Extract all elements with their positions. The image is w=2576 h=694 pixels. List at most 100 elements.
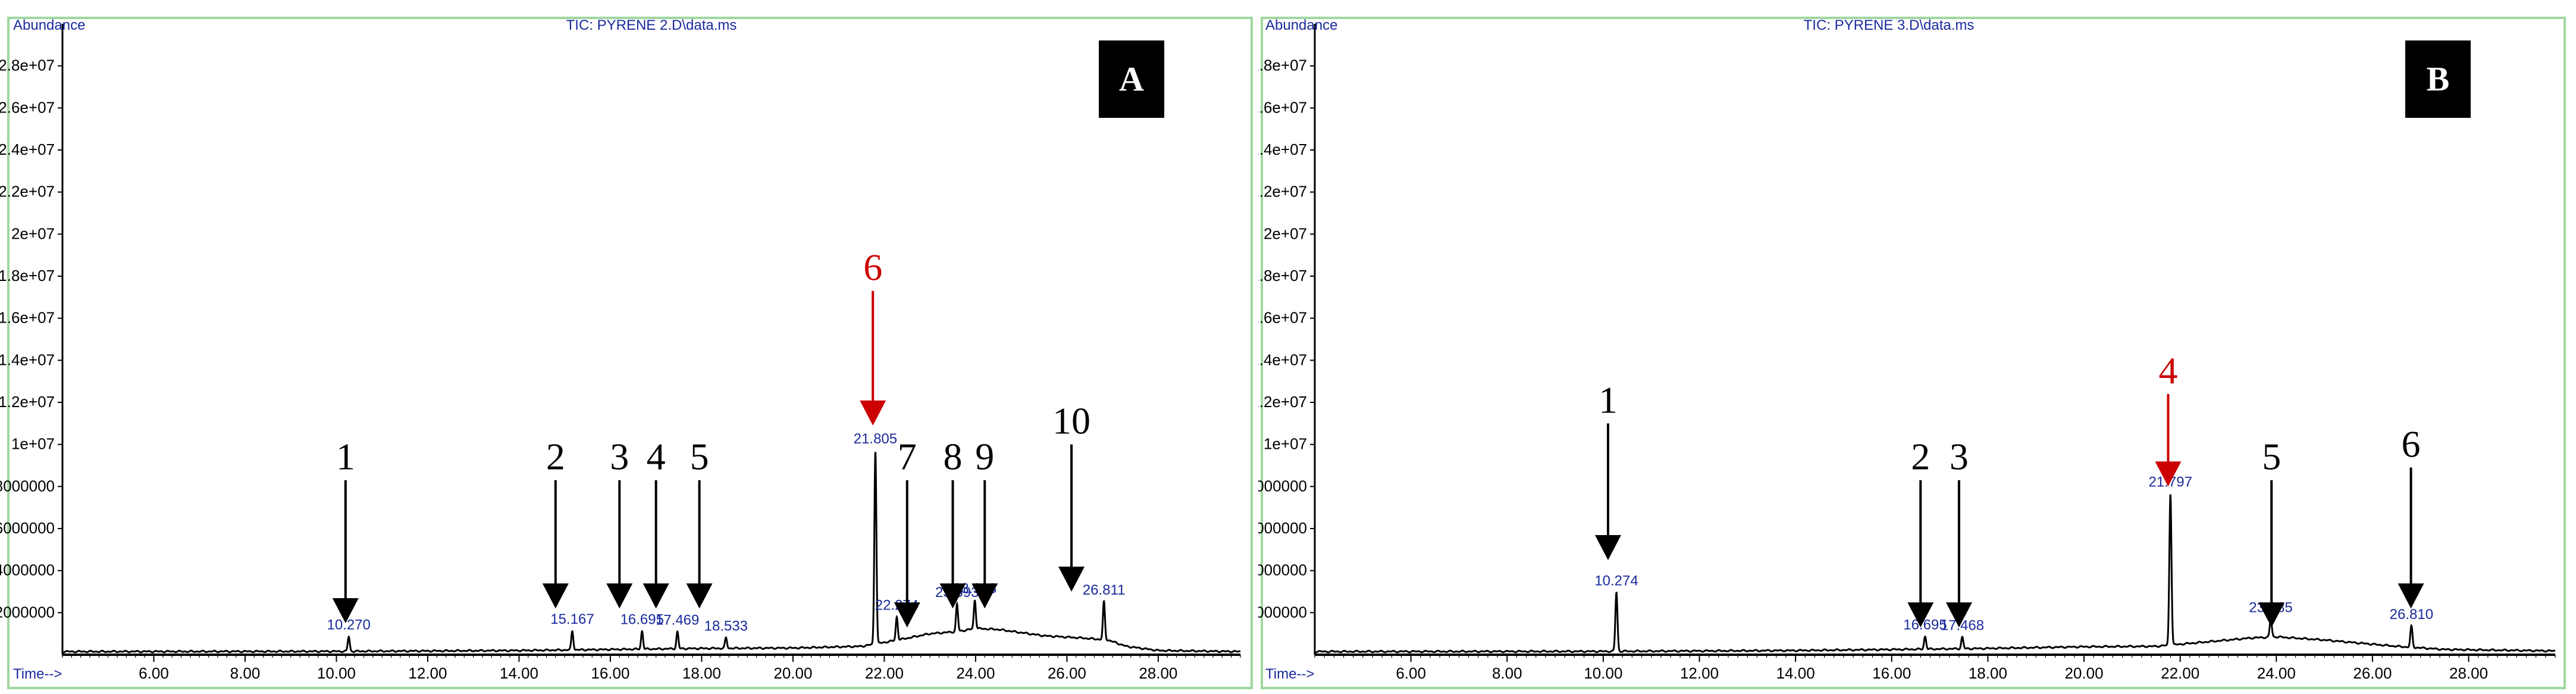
y-tick-label: 1.2e+07 — [0, 393, 55, 411]
peak-number-label: 6 — [863, 246, 882, 289]
y-tick-label: 1.8e+07 — [1258, 267, 1307, 285]
y-tick-label: 4000000 — [1258, 561, 1307, 579]
arrow-head — [2155, 461, 2182, 487]
y-axis-label: Abundance — [1265, 17, 1337, 33]
x-tick-label: 20.00 — [773, 664, 812, 682]
peak-number-label: 10 — [1052, 400, 1090, 442]
x-tick-label: 8.00 — [1492, 664, 1522, 682]
x-tick-label: 26.00 — [2353, 664, 2392, 682]
peak-rt-label: 26.811 — [1083, 582, 1126, 598]
y-tick-label: 8000000 — [0, 477, 55, 495]
chromatogram-b-svg: Abundance TIC: PYRENE 3.D\data.ms Time--… — [1258, 17, 2566, 689]
arrow-head — [894, 602, 920, 628]
arrow-head — [972, 583, 998, 609]
x-tick-label: 6.00 — [1396, 664, 1426, 682]
y-tick-label: 1.4e+07 — [1258, 351, 1307, 368]
chromatogram-panel-a: Abundance TIC: PYRENE 2.D\data.ms Time--… — [0, 0, 1258, 694]
peak-number-label: 4 — [2158, 349, 2177, 392]
panel-label: A — [1119, 60, 1144, 98]
peak-number-label: 5 — [690, 436, 709, 478]
peak-rt-label: 26.810 — [2390, 607, 2433, 623]
arrow-head — [860, 400, 886, 426]
peak-rt-label: 16.695 — [621, 612, 664, 628]
arrow-head — [939, 583, 966, 609]
peak-number-label: 3 — [610, 436, 629, 478]
y-tick-label: 2e+07 — [1264, 224, 1307, 242]
minor-tick-group — [1314, 655, 2556, 658]
arrow-head — [1058, 567, 1085, 592]
x-tick-label: 24.00 — [2257, 664, 2296, 682]
annotation-group: 1 2 3 4 5 6 7 8 9 10 — [332, 246, 1090, 628]
x-tick-label: 14.00 — [500, 664, 538, 682]
y-tick-label: 1.8e+07 — [0, 267, 55, 285]
peak-number-label: 8 — [944, 436, 963, 478]
chart-title: TIC: PYRENE 3.D\data.ms — [1804, 17, 1975, 33]
x-tick-group: 6.00 8.00 10.00 12.00 14.00 16.00 18.00 20.00 22… — [139, 655, 1177, 682]
peak-rt-label: 18.533 — [704, 618, 748, 634]
panel-label-box — [1099, 40, 1164, 118]
peak-number-label: 4 — [647, 436, 666, 478]
y-tick-label: 2.2e+07 — [1258, 183, 1307, 201]
x-axis-label: Time--> — [13, 666, 62, 682]
y-tick-label: 1.6e+07 — [1258, 309, 1307, 327]
y-tick-label: 2e+07 — [11, 224, 55, 242]
peak-rt-label: 16.695 — [1903, 617, 1947, 633]
peak-number-label: 9 — [975, 436, 994, 478]
peak-number-label: 2 — [546, 436, 565, 478]
peak-number-label: 2 — [1911, 436, 1930, 478]
x-tick-label: 6.00 — [139, 664, 169, 682]
y-tick-label: 6000000 — [0, 519, 55, 537]
chromatogram-trace — [1314, 494, 2556, 654]
x-tick-label: 28.00 — [2449, 664, 2488, 682]
chromatogram-trace — [62, 452, 1241, 654]
chromatogram-panel-b: Abundance TIC: PYRENE 3.D\data.ms Time--… — [1258, 0, 2576, 694]
minor-tick-group — [62, 655, 1241, 658]
frame — [7, 17, 1253, 689]
annotation-group: 12 345 6 — [1594, 349, 2424, 628]
arrow-head — [2398, 583, 2424, 609]
y-tick-label: 4000000 — [0, 561, 55, 579]
arrow-head — [2258, 602, 2285, 628]
y-tick-label: 2.8e+07 — [1258, 57, 1307, 74]
x-tick-label: 16.00 — [1872, 664, 1911, 682]
arrow-head — [606, 583, 633, 609]
y-tick-label: 1.4e+07 — [0, 351, 55, 368]
peak-rt-label: 10.270 — [327, 617, 370, 633]
x-tick-label: 22.00 — [2161, 664, 2199, 682]
y-tick-group: 2000000 4000000 6000000 8000000 1e+07 1.2e+07… — [0, 57, 62, 621]
y-tick-label: 2000000 — [0, 603, 55, 621]
arrow-head — [1907, 602, 1934, 628]
y-tick-label: 1.6e+07 — [0, 309, 55, 327]
peak-rt-label: 17.469 — [656, 612, 699, 629]
peak-rt-label: 21.805 — [854, 431, 897, 447]
arrow-head — [643, 583, 669, 609]
arrow-head — [332, 598, 359, 623]
y-tick-label: 1.2e+07 — [1258, 393, 1307, 411]
x-tick-label: 10.00 — [317, 664, 356, 682]
x-tick-label: 26.00 — [1048, 664, 1086, 682]
arrow-head — [1945, 602, 1972, 628]
x-tick-label: 10.00 — [1584, 664, 1622, 682]
y-tick-label: 2.8e+07 — [0, 57, 55, 74]
peak-rt-label: 10.274 — [1594, 573, 1638, 589]
chromatogram-a-svg: Abundance TIC: PYRENE 2.D\data.ms Time--… — [0, 17, 1253, 689]
arrow-head — [542, 583, 569, 609]
peak-number-label: 1 — [1599, 379, 1618, 421]
y-tick-group: 2000000 4000000 6000000 8000000 1e+07 1.2e+07… — [1258, 57, 1315, 621]
y-tick-label: 2.6e+07 — [0, 98, 55, 116]
x-tick-label: 22.00 — [865, 664, 904, 682]
peak-number-label: 6 — [2402, 423, 2421, 465]
peak-rt-label: 15.167 — [550, 611, 594, 627]
x-tick-label: 16.00 — [591, 664, 629, 682]
y-tick-label: 6000000 — [1258, 519, 1307, 537]
y-tick-label: 1e+07 — [11, 435, 55, 453]
peak-label-group: 10.27015.16716.69517.46918.53321.80522.2… — [327, 431, 1125, 634]
frame — [1261, 17, 2566, 689]
x-tick-group: 6.00 8.00 10.00 12.00 14.00 16.00 18.00 20.00 22… — [1396, 655, 2488, 682]
x-tick-label: 18.00 — [682, 664, 721, 682]
panel-label-box — [2405, 40, 2471, 118]
y-axis-label: Abundance — [13, 17, 85, 33]
peak-number-label: 7 — [898, 436, 917, 478]
x-axis-label: Time--> — [1265, 666, 1314, 682]
